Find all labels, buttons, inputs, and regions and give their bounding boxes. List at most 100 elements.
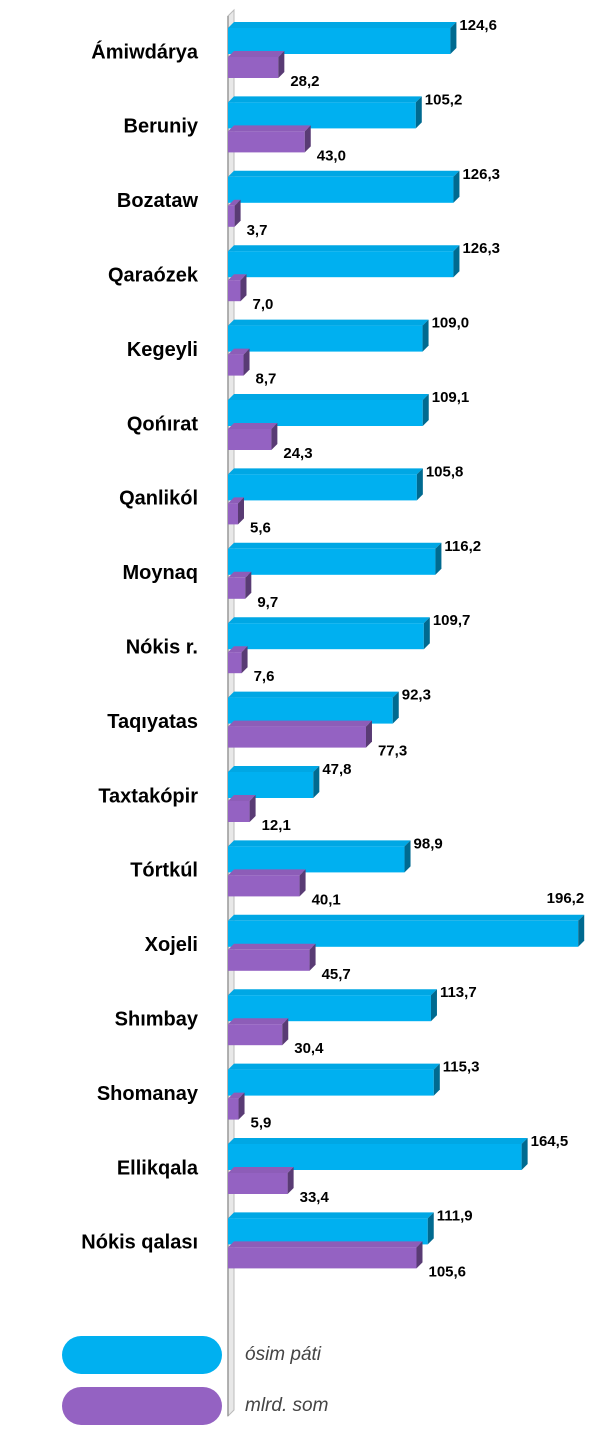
category-label: Xojeli bbox=[145, 934, 198, 956]
bar bbox=[228, 199, 241, 227]
bar-side bbox=[299, 869, 306, 897]
bar-top bbox=[228, 646, 248, 653]
value-label: 92,3 bbox=[402, 687, 431, 704]
category-label: Qońırat bbox=[127, 413, 198, 435]
bar-face bbox=[228, 1173, 288, 1194]
bar bbox=[228, 394, 429, 426]
bar-top bbox=[228, 720, 372, 727]
bar bbox=[228, 691, 399, 724]
bar-face bbox=[228, 577, 246, 599]
bar-side bbox=[423, 617, 430, 650]
value-label: 105,6 bbox=[428, 1263, 466, 1280]
bar-top bbox=[228, 348, 250, 355]
legend-swatch bbox=[62, 1336, 222, 1374]
bar bbox=[228, 840, 411, 873]
bar bbox=[228, 617, 430, 650]
value-label: 105,8 bbox=[426, 463, 464, 480]
value-label: 12,1 bbox=[262, 817, 291, 834]
bar-top bbox=[228, 1092, 245, 1099]
category-label: Qaraózek bbox=[108, 264, 199, 286]
bar-face bbox=[228, 846, 405, 873]
bar-top bbox=[228, 22, 457, 28]
bar-side bbox=[450, 22, 457, 54]
bar-top bbox=[228, 989, 437, 996]
bar-side bbox=[435, 542, 442, 575]
legend-swatch bbox=[62, 1387, 222, 1425]
bar-side bbox=[427, 1212, 434, 1245]
bar-face bbox=[228, 1247, 417, 1269]
bar-face bbox=[228, 354, 244, 376]
bar bbox=[228, 1018, 289, 1046]
bar-face bbox=[228, 1069, 434, 1096]
bar bbox=[228, 869, 306, 897]
bar-top bbox=[228, 840, 411, 847]
category-label: Kegeyli bbox=[127, 339, 198, 361]
bar bbox=[228, 943, 316, 971]
bar-top bbox=[228, 795, 256, 801]
bar-face bbox=[228, 772, 314, 798]
value-label: 113,7 bbox=[440, 984, 477, 1001]
bar-side bbox=[234, 199, 241, 227]
value-label: 124,6 bbox=[459, 17, 497, 34]
value-label: 5,6 bbox=[250, 519, 271, 536]
bar-face bbox=[228, 429, 272, 450]
bar-face bbox=[228, 548, 436, 575]
category-label: Ellikqala bbox=[117, 1157, 199, 1179]
bar-face bbox=[228, 205, 235, 227]
value-label: 3,7 bbox=[247, 222, 268, 239]
value-label: 24,3 bbox=[283, 445, 312, 462]
value-label: 43,0 bbox=[317, 147, 346, 164]
bar-top bbox=[228, 914, 585, 921]
bar bbox=[228, 170, 460, 203]
bar bbox=[228, 542, 442, 575]
value-label: 5,9 bbox=[251, 1115, 272, 1132]
bar-top bbox=[228, 1138, 528, 1144]
bar bbox=[228, 348, 250, 376]
legend-label: mlrd. som bbox=[245, 1395, 328, 1416]
bar-face bbox=[228, 474, 417, 501]
bar bbox=[228, 1167, 294, 1194]
bar-top bbox=[228, 869, 306, 876]
bar bbox=[228, 989, 437, 1022]
bar-top bbox=[228, 1063, 440, 1070]
value-label: 7,0 bbox=[252, 296, 273, 313]
bar-face bbox=[228, 1218, 428, 1245]
value-label: 116,2 bbox=[444, 538, 481, 555]
bar-face bbox=[228, 400, 423, 426]
bar-top bbox=[228, 571, 252, 578]
bar-face bbox=[228, 995, 431, 1022]
value-label: 196,2 bbox=[547, 890, 585, 907]
bar bbox=[228, 720, 372, 748]
bar-top bbox=[228, 125, 311, 132]
bar bbox=[228, 51, 285, 78]
bar bbox=[228, 1241, 423, 1269]
bar-top bbox=[228, 542, 442, 549]
bar-side bbox=[278, 51, 285, 78]
bar-face bbox=[228, 1144, 522, 1170]
bar bbox=[228, 914, 585, 947]
value-label: 28,2 bbox=[290, 73, 319, 90]
bar bbox=[228, 795, 256, 822]
value-label: 45,7 bbox=[322, 966, 351, 983]
value-label: 126,3 bbox=[462, 240, 500, 257]
bar-side bbox=[313, 766, 320, 798]
bar-face bbox=[228, 102, 416, 129]
value-label: 8,7 bbox=[256, 371, 277, 388]
bar-side bbox=[237, 497, 244, 525]
category-label: Shımbay bbox=[115, 1008, 199, 1030]
bar-face bbox=[228, 920, 579, 947]
bar bbox=[228, 96, 422, 129]
legend-label: ósim páti bbox=[245, 1344, 322, 1365]
bar-face bbox=[228, 652, 242, 674]
bar-face bbox=[228, 697, 393, 724]
bar bbox=[228, 423, 278, 450]
bar-top bbox=[228, 497, 244, 504]
bar-top bbox=[228, 1018, 289, 1025]
bar-top bbox=[228, 394, 429, 400]
value-label: 9,7 bbox=[257, 594, 278, 611]
bar-side bbox=[578, 914, 585, 947]
bar-face bbox=[228, 726, 366, 748]
bar-face bbox=[228, 57, 279, 78]
bar-side bbox=[404, 840, 411, 873]
